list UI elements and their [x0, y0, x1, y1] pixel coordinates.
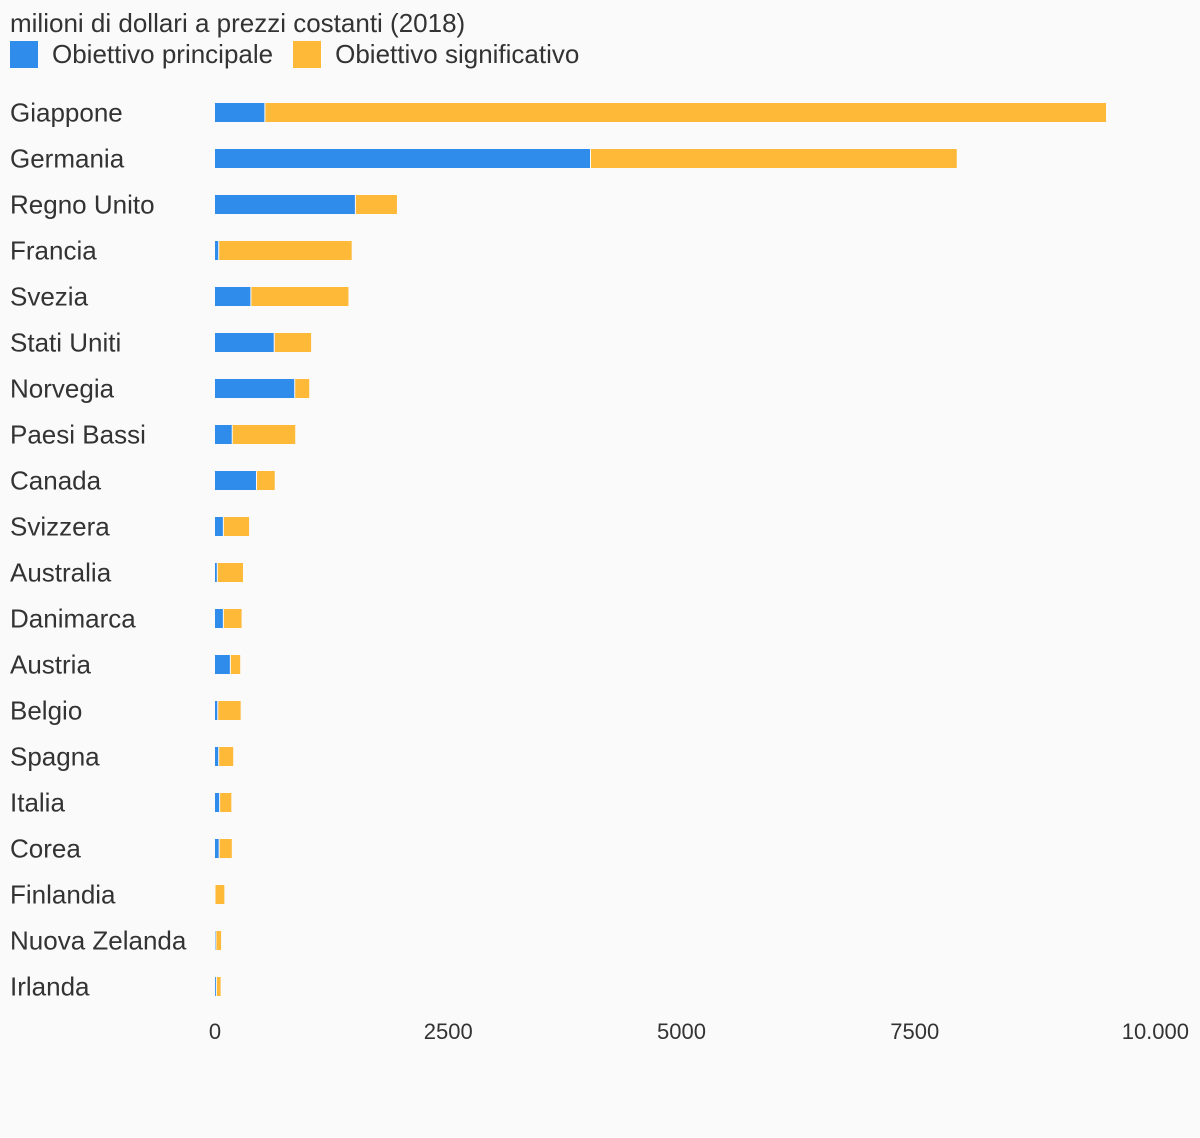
bar-segment-principale[interactable] [215, 425, 232, 444]
category-label: Irlanda [10, 972, 90, 1002]
x-tick-label: 2500 [424, 1019, 473, 1044]
category-label: Giappone [10, 98, 123, 128]
bar-segment-principale[interactable] [215, 287, 251, 306]
bar-segment-principale[interactable] [215, 471, 256, 490]
bar-segment-principale[interactable] [215, 563, 217, 582]
bar-segment-principale[interactable] [215, 609, 223, 628]
category-label: Germania [10, 144, 125, 174]
bar-segment-significativo[interactable] [218, 701, 241, 720]
bar-segment-principale[interactable] [215, 379, 295, 398]
bar-segment-significativo[interactable] [251, 287, 349, 306]
bar-segment-principale[interactable] [215, 747, 219, 766]
category-label: Nuova Zelanda [10, 926, 187, 956]
bar-segment-significativo[interactable] [223, 609, 242, 628]
legend-item-significativo[interactable]: Obiettivo significativo [293, 39, 579, 70]
legend-label-principale: Obiettivo principale [52, 38, 274, 69]
bar-segment-significativo[interactable] [295, 379, 310, 398]
bar-segment-significativo[interactable] [220, 793, 232, 812]
category-label: Italia [10, 788, 65, 818]
bar-segment-significativo[interactable] [232, 425, 296, 444]
bar-segment-principale[interactable] [215, 241, 219, 260]
category-label: Francia [10, 236, 97, 266]
bar-segment-significativo[interactable] [219, 241, 352, 260]
bar-segment-significativo[interactable] [230, 655, 241, 674]
bar-segment-significativo[interactable] [274, 333, 312, 352]
bar-segment-principale[interactable] [215, 149, 590, 168]
category-label: Paesi Bassi [10, 420, 146, 450]
legend: Obiettivo principale Obiettivo significa… [10, 38, 599, 70]
bar-segment-principale[interactable] [215, 517, 223, 536]
category-label: Canada [10, 466, 102, 496]
bar-segment-significativo[interactable] [265, 103, 1107, 122]
bar-segment-principale[interactable] [215, 839, 219, 858]
bar-segment-significativo[interactable] [223, 517, 250, 536]
bar-segment-principale[interactable] [215, 793, 220, 812]
legend-item-principale[interactable]: Obiettivo principale [10, 39, 273, 70]
legend-swatch-principale [10, 40, 38, 68]
chart-title: milioni di dollari a prezzi costanti (20… [10, 8, 466, 38]
category-label: Finlandia [10, 880, 116, 910]
bar-segment-significativo[interactable] [590, 149, 957, 168]
x-tick-label: 7500 [890, 1019, 939, 1044]
category-label: Stati Uniti [10, 328, 121, 358]
bar-segment-significativo[interactable] [216, 931, 222, 950]
bar-segment-principale[interactable] [215, 195, 355, 214]
x-tick-label: 5000 [657, 1019, 706, 1044]
category-label: Austria [10, 650, 91, 680]
category-label: Svezia [10, 282, 89, 312]
category-label: Regno Unito [10, 190, 155, 220]
bar-segment-significativo[interactable] [215, 885, 225, 904]
x-tick-label: 0 [209, 1019, 221, 1044]
category-label: Corea [10, 834, 81, 864]
category-label: Svizzera [10, 512, 110, 542]
bar-segment-significativo[interactable] [219, 747, 234, 766]
bar-segment-significativo[interactable] [355, 195, 397, 214]
bar-segment-principale[interactable] [215, 333, 274, 352]
legend-label-significativo: Obiettivo significativo [335, 38, 580, 69]
category-label: Spagna [10, 742, 100, 772]
category-label: Belgio [10, 696, 82, 726]
bar-segment-principale[interactable] [215, 655, 230, 674]
category-label: Australia [10, 558, 112, 588]
bar-segment-principale[interactable] [215, 977, 216, 996]
bar-segment-principale[interactable] [215, 103, 265, 122]
bar-segment-significativo[interactable] [216, 977, 221, 996]
legend-swatch-significativo [293, 40, 322, 68]
bar-segment-principale[interactable] [215, 701, 218, 720]
category-label: Danimarca [10, 604, 136, 634]
x-tick-label: 10.000 [1122, 1019, 1189, 1044]
bar-segment-significativo[interactable] [219, 839, 232, 858]
category-label: Norvegia [10, 374, 115, 404]
bar-segment-significativo[interactable] [256, 471, 275, 490]
bar-segment-significativo[interactable] [217, 563, 243, 582]
